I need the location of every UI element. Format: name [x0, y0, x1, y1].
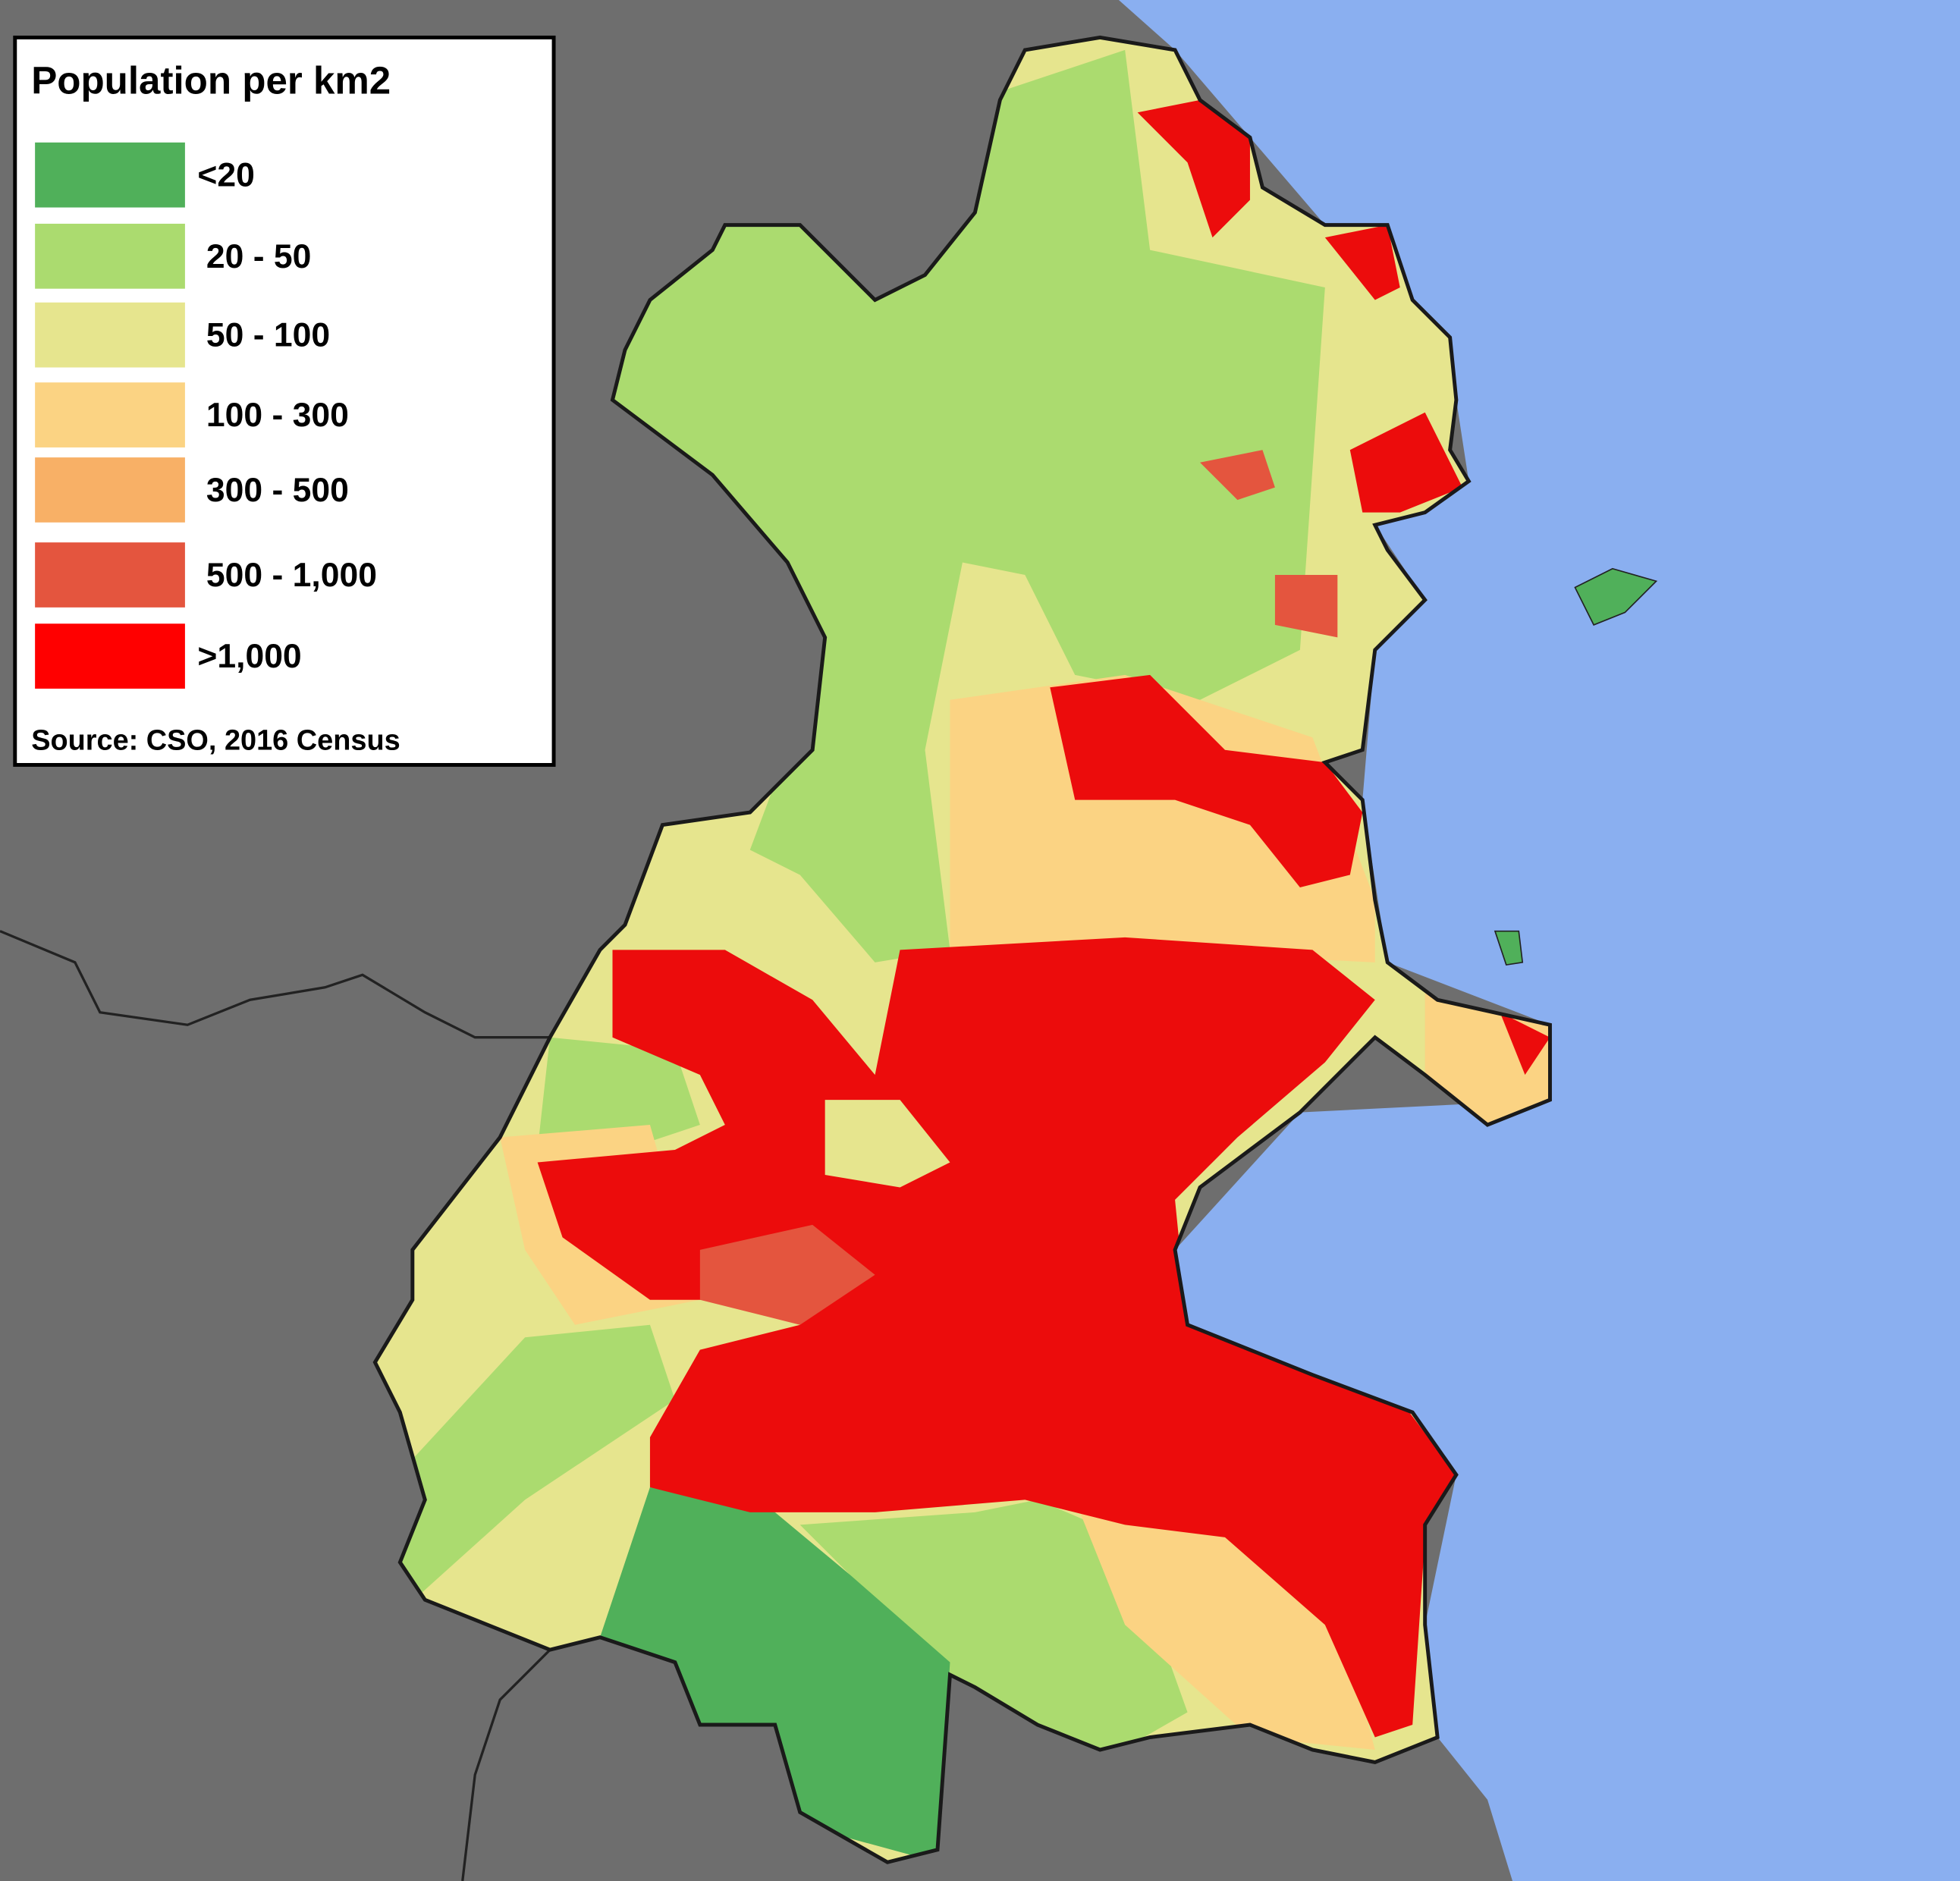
legend-label: <20 — [197, 157, 254, 194]
legend-title: Population per km2 — [31, 59, 391, 102]
region — [537, 937, 1456, 1738]
legend-label: 20 - 50 — [206, 238, 312, 275]
region — [600, 49, 1325, 962]
region — [1200, 450, 1275, 501]
legend-label: >1,000 — [197, 638, 301, 675]
legend-label: 300 - 500 — [206, 472, 349, 509]
legend-swatch — [35, 457, 185, 523]
region — [1500, 1012, 1550, 1076]
island — [1494, 930, 1524, 966]
legend-source: Source: CSO, 2016 Census — [31, 725, 400, 757]
region — [1274, 575, 1338, 638]
legend-swatch — [35, 623, 185, 689]
boundary — [461, 1648, 551, 1881]
legend-swatch — [35, 223, 185, 289]
region — [600, 1487, 950, 1863]
legend-swatch — [35, 142, 185, 208]
legend-swatch — [35, 382, 185, 447]
region — [699, 1224, 875, 1325]
legend-swatch — [35, 302, 185, 368]
legend-label: 500 - 1,000 — [206, 557, 377, 594]
legend-label: 50 - 100 — [206, 317, 330, 354]
legend-swatch — [35, 542, 185, 608]
legend-items: <20 20 - 50 50 - 100 100 - 300 300 - 500 500 … — [35, 142, 377, 689]
region — [375, 1324, 675, 1613]
region — [799, 1499, 1188, 1763]
region — [950, 674, 1375, 962]
region — [1137, 99, 1250, 238]
boundary — [0, 930, 551, 1039]
region — [825, 1100, 950, 1188]
island — [1574, 567, 1658, 626]
region — [1324, 225, 1400, 300]
region — [1349, 412, 1463, 513]
region — [1050, 674, 1363, 887]
sea — [1118, 0, 1960, 1881]
legend-label: 100 - 300 — [206, 397, 349, 434]
